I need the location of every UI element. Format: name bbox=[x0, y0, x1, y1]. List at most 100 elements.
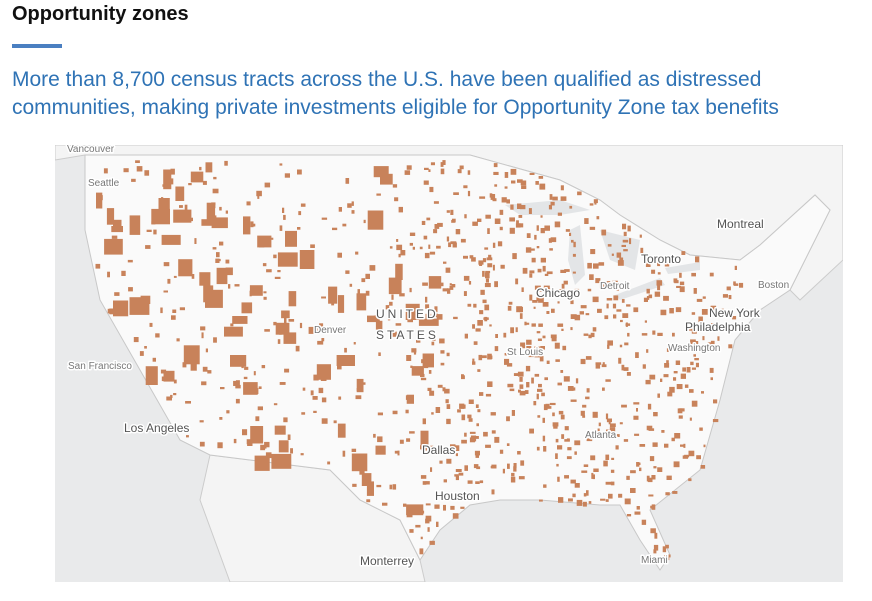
city-label: St Louis bbox=[507, 347, 543, 358]
zone-patch bbox=[295, 345, 300, 352]
zone-patch bbox=[644, 320, 647, 323]
zone-patch bbox=[666, 348, 671, 352]
zone-patch bbox=[176, 338, 180, 342]
zone-patch bbox=[600, 498, 606, 501]
zone-patch bbox=[479, 196, 486, 199]
zone-patch bbox=[349, 283, 353, 287]
zone-patch bbox=[479, 310, 484, 315]
zone-patch bbox=[201, 332, 204, 339]
zone-patch bbox=[406, 394, 414, 404]
zone-patch bbox=[529, 294, 533, 301]
zone-patch bbox=[529, 270, 535, 274]
zone-patch bbox=[264, 182, 271, 188]
zone-patch bbox=[593, 468, 599, 472]
zone-patch bbox=[205, 348, 208, 353]
zone-patch bbox=[249, 285, 263, 296]
zone-patch bbox=[672, 332, 675, 337]
zone-patch bbox=[199, 420, 204, 423]
zone-patch bbox=[596, 216, 600, 220]
zone-patch bbox=[212, 247, 217, 250]
zone-patch bbox=[230, 355, 247, 367]
zone-patch bbox=[453, 445, 460, 451]
city-label: Dallas bbox=[422, 443, 455, 457]
zone-patch bbox=[353, 342, 356, 345]
zone-patch bbox=[163, 370, 175, 382]
zone-patch bbox=[443, 261, 447, 264]
zone-patch bbox=[537, 338, 542, 341]
zone-patch bbox=[625, 323, 631, 326]
lake-superior bbox=[505, 200, 590, 215]
zone-patch bbox=[421, 445, 427, 451]
zone-patch bbox=[615, 445, 619, 450]
zone-patch bbox=[366, 481, 374, 496]
zone-patch bbox=[432, 335, 436, 341]
zone-patch bbox=[550, 334, 557, 339]
zone-patch bbox=[646, 288, 650, 294]
zone-patch bbox=[342, 223, 347, 227]
zone-patch bbox=[266, 269, 272, 273]
city-label: New York bbox=[709, 306, 761, 320]
zone-patch bbox=[484, 304, 490, 311]
zone-patch bbox=[135, 160, 140, 163]
zone-patch bbox=[247, 440, 253, 446]
zone-patch bbox=[542, 417, 545, 423]
zone-patch bbox=[574, 288, 580, 292]
zone-patch bbox=[499, 226, 503, 231]
zone-patch bbox=[616, 434, 620, 437]
zone-patch bbox=[388, 277, 402, 295]
zone-patch bbox=[250, 221, 254, 228]
zone-patch bbox=[583, 464, 589, 467]
zone-patch bbox=[356, 378, 364, 393]
zone-patch bbox=[144, 170, 150, 176]
zone-patch bbox=[639, 467, 642, 472]
zone-patch bbox=[634, 433, 640, 436]
zone-patch bbox=[502, 468, 505, 474]
zone-patch bbox=[521, 185, 527, 189]
zone-patch bbox=[561, 328, 564, 331]
zone-patch bbox=[487, 381, 493, 387]
zone-patch bbox=[590, 455, 596, 461]
zone-patch bbox=[151, 208, 170, 225]
zone-patch bbox=[313, 410, 317, 413]
zone-patch bbox=[536, 246, 540, 249]
zone-patch bbox=[442, 160, 446, 165]
zone-patch bbox=[392, 184, 398, 188]
zone-patch bbox=[555, 438, 559, 443]
zone-patch bbox=[440, 362, 445, 366]
zone-patch bbox=[535, 181, 539, 185]
zone-patch bbox=[533, 306, 536, 309]
zone-patch bbox=[656, 280, 663, 286]
zone-patch bbox=[308, 326, 318, 334]
zone-patch bbox=[302, 387, 306, 391]
zone-patch bbox=[538, 323, 543, 327]
zone-patch bbox=[473, 341, 478, 345]
zone-patch bbox=[429, 540, 435, 545]
zone-patch bbox=[365, 290, 370, 296]
zone-patch bbox=[621, 364, 625, 371]
zone-patch bbox=[574, 314, 581, 321]
zone-patch bbox=[394, 197, 399, 202]
zone-patch bbox=[499, 449, 504, 454]
zone-patch bbox=[536, 393, 539, 400]
zone-patch bbox=[642, 364, 646, 369]
zone-patch bbox=[494, 281, 498, 288]
zone-patch bbox=[420, 430, 429, 447]
zone-patch bbox=[226, 410, 230, 414]
zone-patch bbox=[529, 248, 535, 251]
zone-patch bbox=[428, 276, 442, 289]
zone-patch bbox=[277, 270, 281, 273]
zone-patch bbox=[425, 515, 432, 522]
zone-patch bbox=[620, 319, 623, 323]
zone-patch bbox=[493, 163, 498, 168]
zone-patch bbox=[711, 323, 716, 326]
zone-patch bbox=[713, 399, 718, 404]
zone-patch bbox=[433, 201, 439, 204]
zone-patch bbox=[421, 220, 426, 225]
zone-patch bbox=[540, 257, 546, 263]
zone-patch bbox=[175, 186, 185, 201]
zone-patch bbox=[205, 289, 223, 308]
zone-patch bbox=[459, 403, 465, 409]
zone-patch bbox=[459, 165, 464, 170]
zone-patch bbox=[643, 297, 648, 302]
zone-patch bbox=[509, 227, 515, 234]
